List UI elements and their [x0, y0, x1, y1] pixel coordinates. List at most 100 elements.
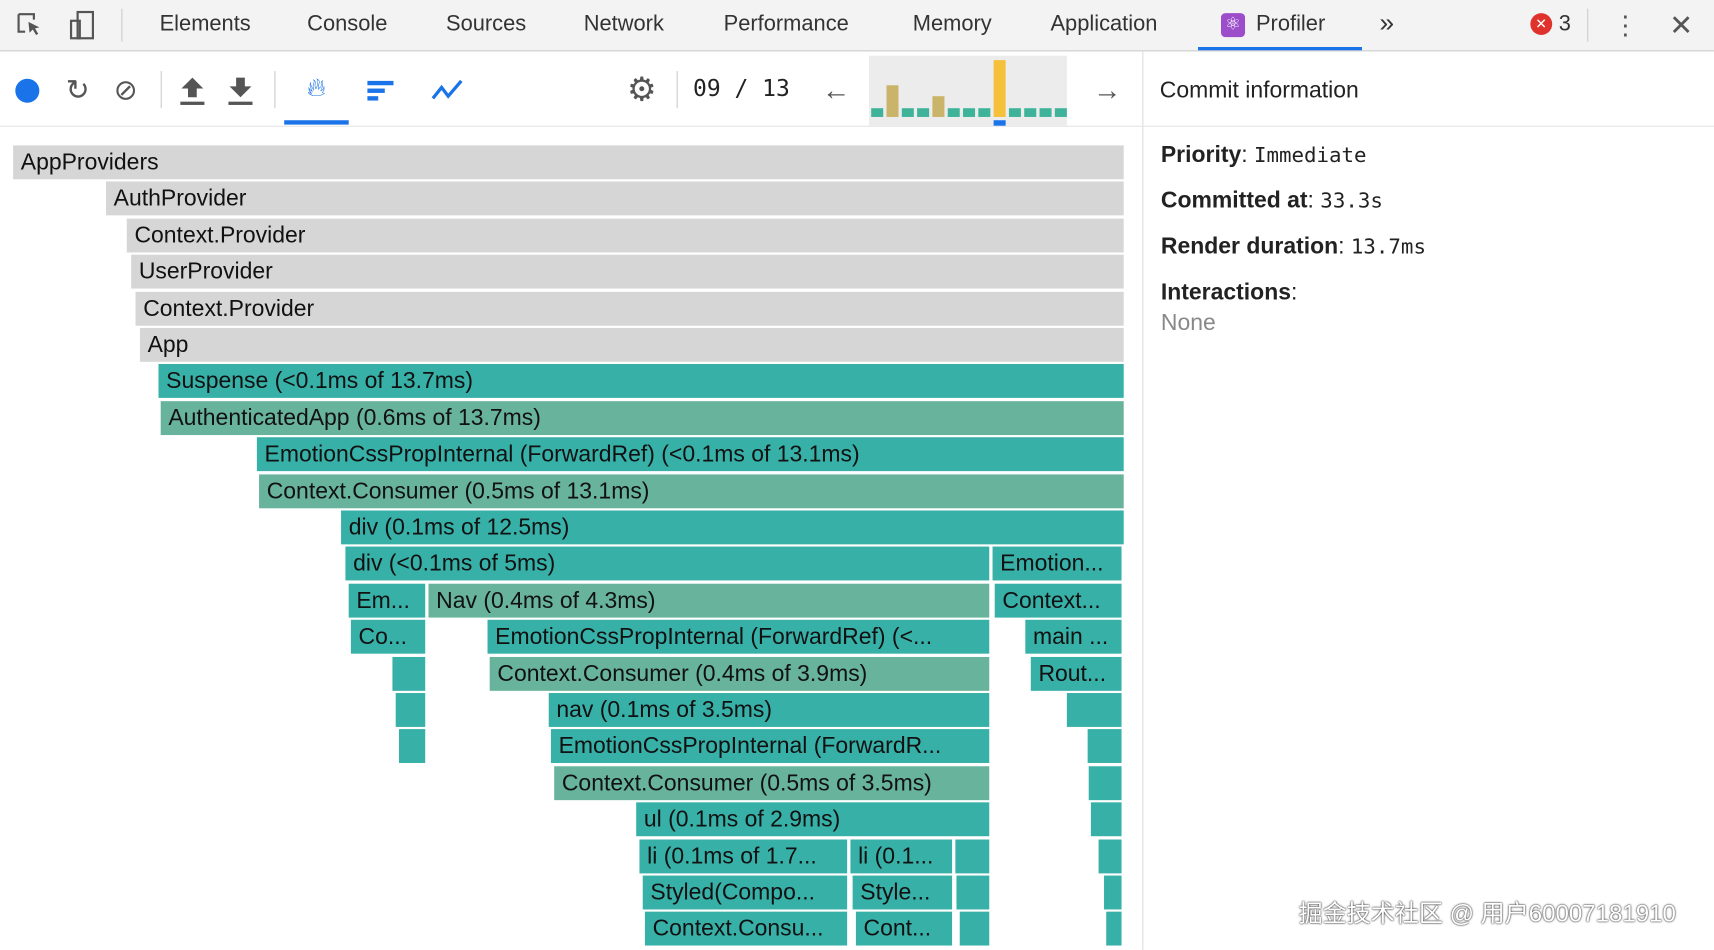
- tab-performance[interactable]: Performance: [723, 12, 849, 37]
- interactions-icon[interactable]: [430, 75, 465, 106]
- close-icon[interactable]: ✕: [1669, 8, 1694, 41]
- ranked-chart-icon[interactable]: [365, 75, 396, 106]
- flamegraph-node[interactable]: [956, 875, 990, 910]
- commit-bar[interactable]: [917, 108, 930, 117]
- tab-memory[interactable]: Memory: [912, 12, 992, 37]
- download-icon[interactable]: [225, 73, 256, 108]
- commit-bar[interactable]: [1054, 108, 1067, 117]
- flamegraph-node[interactable]: [395, 693, 426, 727]
- more-options-icon[interactable]: ⋮: [1612, 10, 1639, 40]
- flamegraph-node[interactable]: AuthenticatedApp (0.6ms of 13.7ms): [160, 400, 1124, 435]
- flamegraph-node[interactable]: App: [139, 327, 1124, 362]
- flamegraph-icon[interactable]: 🔥︎: [306, 73, 327, 103]
- commit-selector-chart[interactable]: [869, 55, 1067, 126]
- flamegraph-node[interactable]: [1106, 912, 1122, 946]
- settings-icon[interactable]: ⚙: [626, 71, 657, 108]
- flamegraph-node[interactable]: AuthProvider: [106, 181, 1124, 216]
- commit-bar[interactable]: [932, 95, 945, 117]
- flamegraph-node[interactable]: [1088, 766, 1122, 800]
- flamegraph-node[interactable]: Context.Provider: [135, 291, 1124, 326]
- error-count[interactable]: 3: [1558, 12, 1571, 37]
- flamegraph-node[interactable]: Context.Consu...: [644, 912, 848, 946]
- flamegraph-node[interactable]: ul (0.1ms of 2.9ms): [636, 802, 990, 837]
- flamegraph-node[interactable]: Context.Consumer (0.4ms of 3.9ms): [489, 656, 990, 691]
- commit-bar[interactable]: [978, 108, 991, 117]
- flamegraph-node[interactable]: [955, 839, 990, 873]
- flamegraph-node[interactable]: div (0.1ms of 12.5ms): [341, 510, 1124, 545]
- device-toggle-icon[interactable]: [66, 9, 99, 42]
- flamegraph-node[interactable]: [1104, 875, 1122, 910]
- priority-value: Immediate: [1254, 143, 1367, 168]
- flamegraph-node[interactable]: [1066, 693, 1122, 727]
- reload-icon[interactable]: ↻: [65, 72, 90, 106]
- devtools-tab-bar: Elements Console Sources Network Perform…: [0, 0, 1714, 52]
- flamegraph-node[interactable]: Em...: [348, 583, 426, 618]
- flamegraph-node[interactable]: Context.Provider: [126, 218, 1124, 253]
- commit-bar[interactable]: [1008, 108, 1021, 117]
- flamegraph-node[interactable]: [1090, 802, 1122, 837]
- more-tabs-button[interactable]: »: [1379, 8, 1395, 39]
- commit-counter: 09 / 13: [693, 75, 790, 102]
- render-duration-label: Render duration: [1160, 233, 1339, 260]
- flamegraph-node[interactable]: Cont...: [855, 912, 953, 946]
- react-icon: ⚛: [1220, 12, 1246, 37]
- commit-bar[interactable]: [901, 108, 914, 117]
- commit-bar[interactable]: [963, 108, 976, 117]
- flamegraph-node[interactable]: AppProviders: [13, 145, 1124, 180]
- interactions-label: Interactions: [1160, 279, 1291, 305]
- flamegraph-node[interactable]: main ...: [1025, 619, 1122, 654]
- flamegraph-node[interactable]: div (<0.1ms of 5ms): [345, 546, 990, 581]
- flamegraph-node[interactable]: Emotion...: [992, 546, 1122, 581]
- flamegraph-node[interactable]: li (0.1...: [850, 839, 953, 873]
- commit-bar[interactable]: [1024, 108, 1037, 117]
- record-button[interactable]: [15, 78, 40, 103]
- commit-bar[interactable]: [947, 108, 960, 117]
- render-duration-value: 13.7ms: [1350, 235, 1426, 260]
- flamegraph-node[interactable]: nav (0.1ms of 3.5ms): [548, 693, 990, 727]
- inspect-element-icon[interactable]: [13, 9, 46, 42]
- tab-elements[interactable]: Elements: [159, 12, 251, 37]
- flamegraph-node[interactable]: Context.Consumer (0.5ms of 13.1ms): [259, 473, 1124, 508]
- tab-console[interactable]: Console: [307, 12, 388, 37]
- flamegraph-node[interactable]: Styled(Compo...: [642, 875, 848, 910]
- flamegraph-node[interactable]: [1087, 729, 1122, 764]
- previous-commit-arrow-icon[interactable]: ←: [822, 72, 851, 106]
- flamegraph-node[interactable]: Style...: [852, 875, 953, 910]
- render-duration-row: Render duration: 13.7ms: [1160, 233, 1426, 260]
- watermark: 掘金技术社区 @ 用户60007181910: [1298, 899, 1676, 927]
- interactions-row: Interactions:: [1160, 279, 1298, 305]
- flamegraph-node[interactable]: [959, 912, 990, 946]
- flamegraph-node[interactable]: [392, 656, 426, 691]
- clear-icon[interactable]: ⊘: [113, 72, 138, 106]
- flamegraph-node[interactable]: [1098, 839, 1122, 873]
- flamegraph-node[interactable]: Context...: [994, 583, 1122, 618]
- flamegraph-node[interactable]: Rout...: [1030, 656, 1122, 691]
- flamegraph-node[interactable]: Suspense (<0.1ms of 13.7ms): [158, 364, 1124, 399]
- next-commit-arrow-icon[interactable]: →: [1093, 72, 1122, 106]
- divider: [274, 71, 276, 109]
- divider: [121, 8, 123, 42]
- flamegraph-node[interactable]: [398, 729, 426, 764]
- tab-profiler[interactable]: ⚛ Profiler: [1198, 0, 1363, 51]
- flamegraph-node[interactable]: EmotionCssPropInternal (ForwardRef) (<..…: [487, 619, 990, 654]
- commit-bar[interactable]: [1039, 108, 1052, 117]
- divider: [1587, 8, 1589, 42]
- flamegraph-node[interactable]: li (0.1ms of 1.7...: [639, 839, 848, 873]
- priority-row: Priority: Immediate: [1160, 142, 1367, 168]
- flamegraph-node[interactable]: EmotionCssPropInternal (ForwardRef) (<0.…: [256, 437, 1124, 472]
- flamegraph-node[interactable]: UserProvider: [131, 254, 1124, 289]
- flamegraph-node[interactable]: Context.Consumer (0.5ms of 3.5ms): [554, 766, 990, 800]
- profiler-toolbar: ↻ ⊘ 🔥︎ ⚙ 09 / 13 ← →: [0, 51, 1143, 127]
- tab-application[interactable]: Application: [1050, 12, 1158, 37]
- tab-network[interactable]: Network: [583, 12, 664, 37]
- commit-bar[interactable]: [871, 108, 884, 117]
- commit-bar[interactable]: [993, 60, 1006, 117]
- commit-bar[interactable]: [886, 84, 899, 117]
- divider: [676, 71, 678, 109]
- error-icon[interactable]: ✕: [1530, 13, 1553, 35]
- tab-sources[interactable]: Sources: [445, 12, 527, 37]
- flamegraph-node[interactable]: Nav (0.4ms of 4.3ms): [428, 583, 990, 618]
- upload-icon[interactable]: [177, 73, 208, 108]
- flamegraph-node[interactable]: Co...: [350, 619, 426, 654]
- flamegraph-node[interactable]: EmotionCssPropInternal (ForwardR...: [550, 729, 990, 764]
